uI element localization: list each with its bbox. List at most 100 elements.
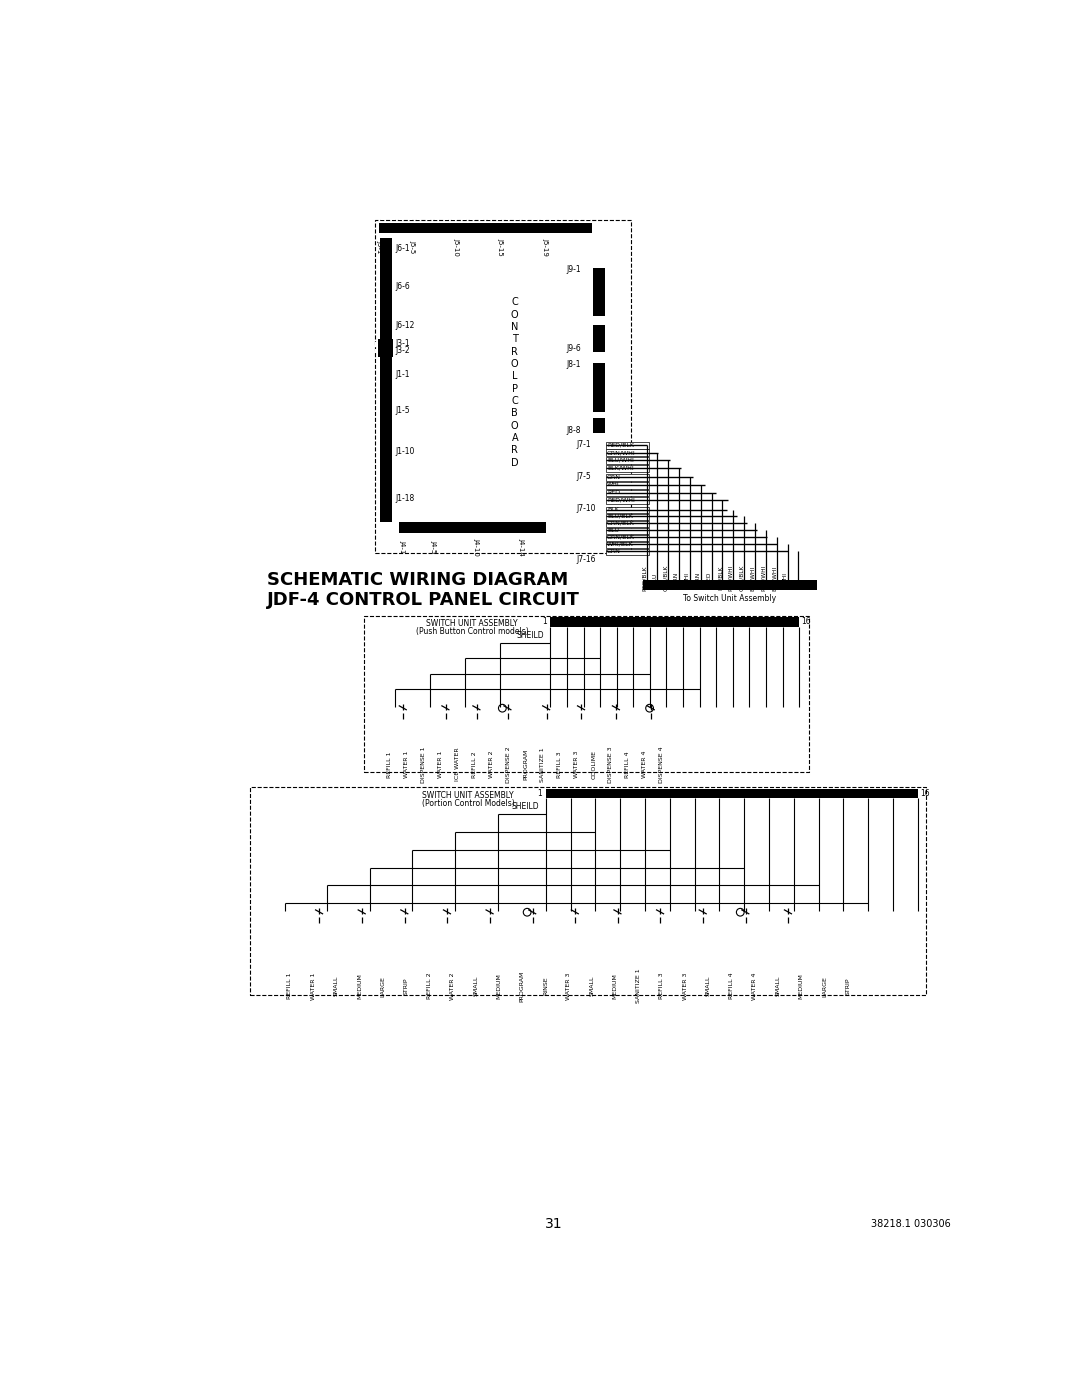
Text: J1-10: J1-10 (395, 447, 415, 455)
Bar (605, 388, 608, 393)
Text: To Switch Unit Assembly: To Switch Unit Assembly (683, 594, 777, 604)
Bar (507, 532, 511, 535)
Bar (524, 217, 528, 219)
Text: DISPENSE 2: DISPENSE 2 (505, 746, 511, 782)
Text: 31: 31 (544, 1217, 563, 1231)
Text: RED/WHI: RED/WHI (760, 564, 766, 591)
Bar (593, 363, 605, 412)
Bar (808, 782, 819, 787)
Text: C: C (511, 395, 518, 407)
Text: REFILL 3: REFILL 3 (557, 752, 562, 778)
Text: LARGE: LARGE (822, 975, 827, 996)
Bar (532, 217, 537, 219)
Bar (585, 610, 593, 615)
Text: J4-1: J4-1 (400, 539, 405, 553)
Bar (646, 590, 651, 592)
Bar (617, 610, 624, 615)
Bar (606, 497, 649, 504)
Bar (808, 590, 814, 592)
Text: WATER 3: WATER 3 (575, 750, 579, 778)
Bar (606, 521, 649, 527)
Text: RINSE: RINSE (543, 977, 548, 996)
Bar (645, 782, 657, 787)
Text: P: P (512, 384, 517, 394)
Bar (377, 349, 380, 356)
Bar (577, 217, 581, 219)
Bar (377, 404, 380, 411)
Bar (605, 365, 608, 367)
Bar (605, 310, 608, 314)
Bar (458, 532, 462, 535)
Bar (442, 532, 446, 535)
Bar (377, 317, 380, 324)
Text: ORN/BLK: ORN/BLK (663, 564, 669, 591)
Bar (605, 370, 608, 374)
Text: SHEILD: SHEILD (512, 802, 540, 812)
Bar (545, 789, 918, 798)
Text: REFILL 4: REFILL 4 (729, 972, 734, 999)
Bar (710, 610, 717, 615)
Text: WATER 4: WATER 4 (643, 750, 647, 778)
Bar (401, 532, 405, 535)
Text: ORN: ORN (607, 475, 621, 479)
Text: SMALL: SMALL (334, 977, 339, 996)
Text: REFILL 1: REFILL 1 (387, 752, 392, 778)
Bar (751, 590, 756, 592)
Bar (523, 532, 527, 535)
Text: J7-10: J7-10 (577, 504, 596, 513)
Text: ICE WATER: ICE WATER (455, 747, 460, 781)
Text: REFILL 3: REFILL 3 (659, 972, 664, 999)
Bar (605, 341, 608, 344)
Bar (408, 532, 413, 535)
Text: DISPENSE 4: DISPENSE 4 (659, 746, 664, 782)
Bar (552, 782, 563, 787)
Text: BLK/WHI: BLK/WHI (607, 465, 634, 471)
Text: (Push Button Control models): (Push Button Control models) (416, 627, 528, 637)
Bar (559, 217, 564, 219)
Bar (605, 383, 608, 386)
Bar (605, 377, 608, 380)
Text: ORN: ORN (696, 571, 701, 585)
Text: L: L (512, 372, 517, 381)
Text: GRN: GRN (674, 571, 679, 585)
Bar (605, 419, 608, 425)
Bar (593, 326, 605, 352)
Bar (377, 415, 380, 422)
Text: DISPENSE 1: DISPENSE 1 (420, 746, 426, 782)
Bar (854, 782, 865, 787)
Text: J4-10: J4-10 (473, 538, 480, 556)
Bar (444, 217, 448, 219)
Text: PROGRAM: PROGRAM (519, 971, 525, 1002)
Text: T: T (512, 334, 517, 344)
Text: J6-1: J6-1 (395, 244, 410, 253)
Bar (680, 590, 686, 592)
Bar (632, 610, 639, 615)
Bar (877, 782, 889, 787)
Text: O: O (511, 420, 518, 430)
Text: WHI: WHI (685, 571, 690, 584)
Text: WATER 2: WATER 2 (450, 972, 455, 1000)
Text: J1-18: J1-18 (395, 495, 415, 503)
Text: 38218.1 030306: 38218.1 030306 (872, 1220, 951, 1229)
Text: WATER 3: WATER 3 (566, 972, 571, 1000)
Text: REFILL 4: REFILL 4 (625, 752, 631, 778)
Text: SMALL: SMALL (775, 977, 781, 996)
Bar (377, 469, 380, 476)
Text: REFILL 2: REFILL 2 (472, 752, 476, 778)
Bar (605, 334, 608, 338)
Text: J5-15: J5-15 (498, 237, 503, 256)
Bar (756, 610, 765, 615)
Bar (377, 263, 380, 270)
Bar (738, 782, 750, 787)
Bar (606, 489, 649, 496)
Bar (417, 217, 421, 219)
Text: RED: RED (607, 490, 620, 495)
Bar (364, 616, 809, 773)
Bar (377, 383, 380, 388)
Bar (605, 284, 608, 288)
Bar (600, 610, 609, 615)
Text: J9-1: J9-1 (566, 265, 581, 274)
Text: D: D (511, 458, 518, 468)
Text: J5-1: J5-1 (376, 240, 382, 254)
Bar (505, 217, 510, 219)
